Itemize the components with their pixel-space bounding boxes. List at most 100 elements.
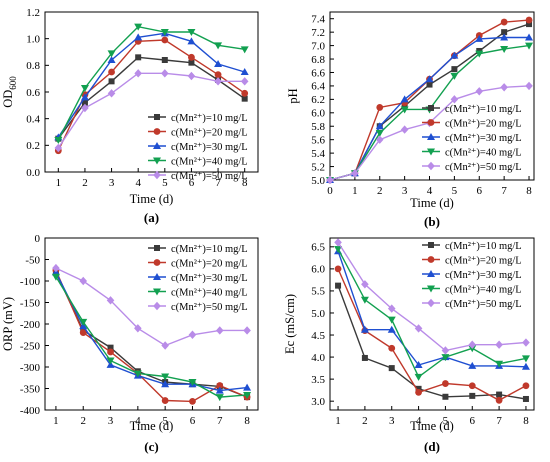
x-tick-label: 8 (523, 415, 529, 427)
x-tick-label: 4 (135, 177, 141, 189)
legend-swatch-marker (153, 288, 161, 296)
legend-label: c(Mn²⁺)=40 mg/L (445, 147, 522, 158)
plot-frame (329, 237, 535, 411)
y-tick-label: 0.4 (26, 113, 40, 125)
x-tick-label: 0 (327, 185, 333, 197)
legend-swatch-marker (427, 119, 435, 126)
legend-label: c(Mn²⁺)=50 mg/L (171, 302, 248, 313)
plot-frame (329, 11, 535, 181)
data-point-series-2 (214, 71, 222, 79)
y-tick-label: 5.2 (311, 161, 325, 173)
data-point-series-5 (500, 83, 508, 92)
y-tick-label: 4.5 (311, 330, 325, 342)
y-tick-label: 7.2 (311, 27, 325, 39)
data-point-series-2 (388, 344, 396, 352)
data-point-series-2 (500, 18, 508, 26)
panel-d: 1 2 3 4 5 6 7 8 3.0 3.5 4.0 4.5 5.0 5.5 6.0 6.5 Time (d)… (283, 237, 535, 454)
data-point-series-2 (334, 265, 342, 273)
data-point-series-3 (450, 51, 459, 59)
data-point-series-3 (521, 362, 530, 370)
data-point-series-4 (80, 85, 89, 92)
data-point-series-1 (522, 395, 529, 402)
y-tick-label: 5.0 (311, 175, 325, 187)
legend-swatch-marker (153, 157, 161, 165)
data-point-series-2 (376, 104, 384, 111)
y-axis-label: Ec (mS/cm) (283, 294, 297, 354)
series-line-4 (57, 25, 245, 141)
panel-b: 0 1 2 3 4 5 6 7 8 5.0 5.25.4 5.65.86.0 6.26.4 6.66.8 7… (286, 11, 535, 229)
y-tick-label: 6.5 (311, 242, 325, 254)
x-tick-label: 3 (109, 177, 115, 189)
data-point-series-1 (161, 57, 168, 63)
x-tick-label: 6 (470, 415, 476, 427)
data-point-series-5 (243, 326, 251, 335)
data-point-series-1 (335, 282, 342, 289)
y-tick-label: 0.8 (26, 60, 40, 72)
legend-label: c(Mn²⁺)=20 mg/L (445, 255, 522, 266)
y-tick-label: 5.4 (311, 148, 325, 160)
data-point-series-1 (415, 385, 422, 392)
series-line-2 (337, 268, 527, 402)
data-point-series-1 (81, 99, 88, 106)
series-line-3 (337, 250, 526, 368)
data-point-series-5 (107, 89, 116, 98)
data-point-series-5 (450, 95, 459, 104)
legend-label: c(Mn²⁺)=50 mg/L (445, 162, 522, 173)
x-tick-label: 8 (526, 185, 532, 197)
data-point-series-2 (415, 388, 422, 396)
data-point-series-2 (108, 68, 115, 76)
data-point-series-3 (400, 95, 409, 103)
data-point-series-4 (441, 354, 450, 362)
x-tick-label: 7 (215, 177, 221, 189)
data-point-series-5 (188, 330, 197, 339)
x-tick-label: 5 (162, 415, 168, 427)
data-point-series-4 (79, 318, 88, 326)
y-tick-label: 3.5 (311, 374, 325, 386)
data-point-series-1 (451, 66, 458, 73)
legend-swatch-marker (427, 148, 435, 156)
y-axis-label: OD600 (1, 76, 18, 108)
x-tick-label: 3 (389, 415, 395, 427)
x-tick-label: 5 (443, 415, 449, 427)
legend-swatch-marker (427, 298, 435, 308)
data-point-series-3 (134, 33, 143, 41)
data-point-series-5 (351, 169, 359, 178)
data-point-series-4 (525, 42, 534, 50)
data-point-series-5 (214, 77, 222, 86)
legend-swatch-marker (154, 114, 160, 120)
y-tick-label: 6.6 (311, 67, 325, 79)
data-point-series-2 (216, 382, 224, 389)
data-point-series-3 (360, 325, 369, 333)
data-point-series-4 (500, 45, 509, 53)
data-point-series-4 (400, 106, 409, 114)
legend-label: c(Mn²⁺)=50 mg/L (445, 299, 522, 310)
data-point-series-3 (425, 75, 434, 83)
legend-swatch-marker (153, 128, 161, 135)
data-point-series-2 (107, 348, 114, 356)
data-point-series-1 (108, 78, 115, 85)
data-point-series-3 (107, 56, 116, 63)
data-point-series-4 (106, 357, 115, 365)
y-tick-label: 7.0 (311, 40, 325, 52)
data-point-series-2 (241, 89, 249, 97)
y-tick-label: -50 (25, 254, 40, 266)
data-point-series-5 (326, 175, 334, 185)
x-tick-label: 5 (162, 177, 168, 189)
panel-label: (c) (144, 439, 158, 454)
data-point-series-1 (442, 393, 449, 400)
data-point-series-2 (525, 16, 533, 24)
data-point-series-2 (468, 382, 476, 390)
data-point-series-4 (133, 370, 142, 378)
y-tick-label: 6.0 (311, 108, 325, 120)
data-point-series-5 (414, 324, 423, 333)
data-point-series-5 (106, 296, 115, 305)
x-tick-label: 2 (80, 415, 86, 427)
legend-label: c(Mn²⁺)=40 mg/L (171, 287, 248, 298)
data-point-series-5 (161, 341, 169, 350)
data-point-series-4 (360, 296, 369, 304)
data-point-series-4 (134, 23, 143, 31)
data-point-series-5 (525, 81, 533, 91)
legend-swatch-marker (427, 161, 435, 171)
data-point-series-4 (495, 360, 504, 368)
legend-swatch-marker (428, 242, 434, 248)
